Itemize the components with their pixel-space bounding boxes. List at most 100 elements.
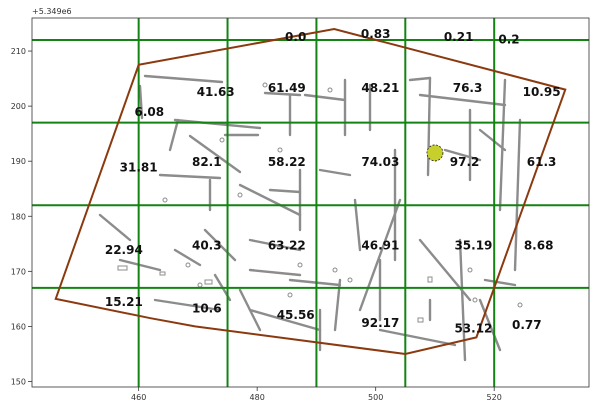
wall-segment [153, 298, 222, 312]
cell-value-label: 63.22 [268, 239, 306, 253]
wall-segment [498, 78, 507, 212]
wall-segment [158, 173, 222, 180]
wall-segment [203, 228, 237, 262]
wall-segment [303, 93, 347, 102]
y-tick-label: 180 [11, 212, 26, 221]
cell-value-label: 97.2 [450, 155, 480, 169]
boundary-outline [54, 27, 567, 356]
wall-segment [238, 183, 302, 217]
wall-segment [478, 128, 507, 152]
cell-value-label: 76.3 [453, 81, 483, 95]
cell-value-label: 0.77 [512, 318, 542, 332]
wall-segment [483, 278, 517, 287]
cell-value-label: 41.63 [197, 85, 235, 99]
cell-value-label: 40.3 [192, 239, 222, 253]
wall-segment [268, 188, 302, 194]
wall-segment [478, 298, 502, 352]
y-tick-label: 150 [11, 377, 26, 386]
location-marker [426, 144, 444, 162]
cell-value-label: 53.12 [454, 322, 492, 336]
cell-value-label: 61.49 [268, 81, 306, 95]
fixture-box [427, 276, 433, 283]
fixture-dot [347, 277, 353, 283]
wall-segment [173, 248, 202, 267]
grid-lines [32, 18, 589, 387]
fixture-dot [162, 197, 168, 203]
fixture-dot [472, 297, 478, 303]
cell-value-label: 61.3 [527, 155, 557, 169]
y-tick-label: 160 [11, 322, 26, 331]
cell-value-label: 82.1 [192, 155, 222, 169]
x-tick-label: 480 [250, 393, 265, 401]
fixture-dot [287, 292, 293, 298]
cell-value-label: 31.81 [120, 160, 158, 174]
cell-value-label: 35.19 [454, 239, 492, 253]
fixture-dot [467, 267, 473, 273]
y-tick-label: 210 [11, 47, 26, 56]
fixture-dot [297, 262, 303, 268]
wall-segment [168, 118, 180, 152]
cell-value-label: 45.56 [277, 308, 315, 322]
wall-segment [513, 118, 522, 272]
y-tick-label: 190 [11, 157, 26, 166]
wall-segment [118, 258, 162, 272]
wall-segment [98, 213, 132, 242]
boundary-polygon [54, 27, 567, 356]
x-tick-label: 500 [368, 393, 383, 401]
cell-value-label: 6.08 [135, 105, 165, 119]
wall-segment [426, 76, 432, 177]
fixture-dot [237, 192, 243, 198]
cell-value-label: 0.2 [498, 33, 519, 47]
wall-segment [443, 148, 482, 162]
cell-value-label: 0.83 [361, 27, 391, 41]
fixture-dot [185, 262, 191, 268]
fixture-dot [262, 82, 268, 88]
wall-segment [143, 74, 224, 84]
wall-segment [188, 134, 242, 174]
cell-value-label: 22.94 [105, 243, 143, 257]
cell-value-label: 10.95 [523, 85, 561, 99]
fixture-box [204, 279, 213, 285]
cell-value-label: 10.6 [192, 301, 222, 315]
wall-segment [173, 118, 262, 130]
wall-segment [318, 168, 352, 177]
wall-segment [418, 93, 507, 107]
cell-value-label: 0.0 [285, 30, 306, 44]
x-axis-ticks: 460 480 500 520 [131, 387, 502, 401]
fixture-dot [219, 137, 225, 143]
cell-value-label: 74.03 [361, 155, 399, 169]
wall-segment [378, 328, 457, 347]
wall-segment [358, 198, 402, 312]
marker-layer [426, 144, 444, 162]
wall-segment [263, 91, 302, 97]
fixture-dot [332, 267, 338, 273]
fixture-dot [277, 147, 283, 153]
plot-frame [31, 17, 590, 388]
fixture-dot [197, 282, 203, 288]
wall-segment [408, 76, 432, 82]
wall-segment [138, 84, 144, 120]
cell-value-label: 92.17 [361, 316, 399, 330]
wall-segment [353, 198, 362, 252]
fixture-box [117, 265, 128, 271]
x-tick-label: 460 [131, 393, 146, 401]
wall-segment [288, 278, 342, 287]
fixture-dot [327, 87, 333, 93]
cell-value-label: 15.21 [105, 295, 143, 309]
wall-segment [248, 268, 302, 277]
y-offset-text: +5.349e6 [32, 7, 72, 16]
fixture-dot [517, 302, 523, 308]
cell-value-label: 8.68 [524, 239, 554, 253]
cell-value-label: 48.21 [361, 81, 399, 95]
cell-value-label: 46.91 [361, 239, 399, 253]
cell-value-label: 58.22 [268, 155, 306, 169]
cell-value-labels: 0.0 0.83 0.21 0.2 6.08 41.63 61.49 48.21 76.3 10.… [105, 27, 561, 336]
wall-segment [248, 238, 302, 252]
x-tick-label: 520 [487, 393, 502, 401]
y-axis-ticks: 150 160 170 180 190 200 210 [11, 47, 32, 386]
y-tick-label: 170 [11, 267, 26, 276]
wall-segment [248, 308, 322, 332]
fixture-box [417, 317, 424, 323]
y-tick-label: 200 [11, 102, 26, 111]
